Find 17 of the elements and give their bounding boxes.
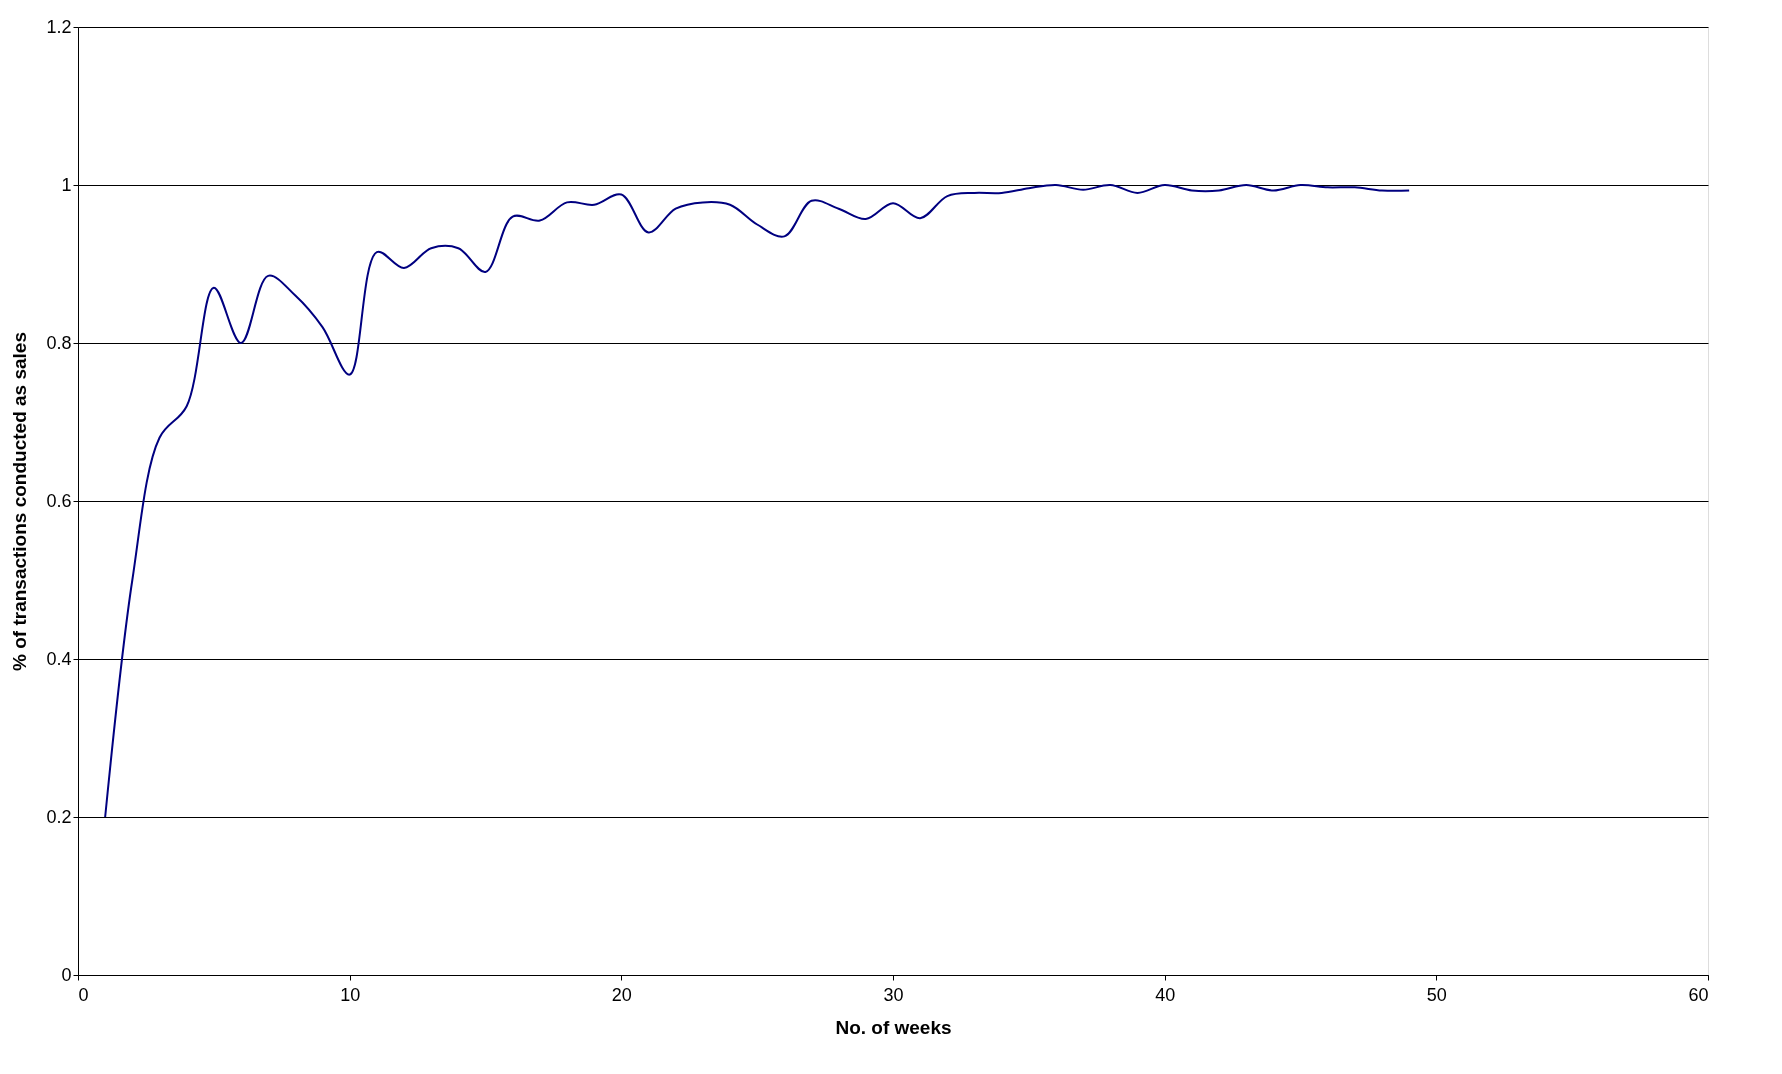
y-tick-label: 0.8 xyxy=(46,332,72,353)
y-tick-label: 0.6 xyxy=(46,490,72,511)
x-tick-label: 20 xyxy=(611,984,632,1005)
x-tick-label: 10 xyxy=(340,984,361,1005)
x-tick-label: 0 xyxy=(78,984,89,1005)
x-tick-label: 40 xyxy=(1155,984,1176,1005)
y-tick-label: 0.4 xyxy=(46,648,72,669)
x-tick-label: 60 xyxy=(1688,984,1709,1005)
y-tick-label: 1 xyxy=(61,174,72,195)
x-axis-title: No. of weeks xyxy=(835,1016,952,1038)
line-series xyxy=(104,184,1411,818)
y-axis-title: % of transactions conducted as sales xyxy=(9,332,31,671)
y-tick-label: 0 xyxy=(61,964,72,985)
x-tick-label: 50 xyxy=(1426,984,1447,1005)
y-tick-label: 0.2 xyxy=(46,806,72,827)
y-tick-label: 1.2 xyxy=(46,16,72,37)
x-tick-label: 30 xyxy=(883,984,904,1005)
